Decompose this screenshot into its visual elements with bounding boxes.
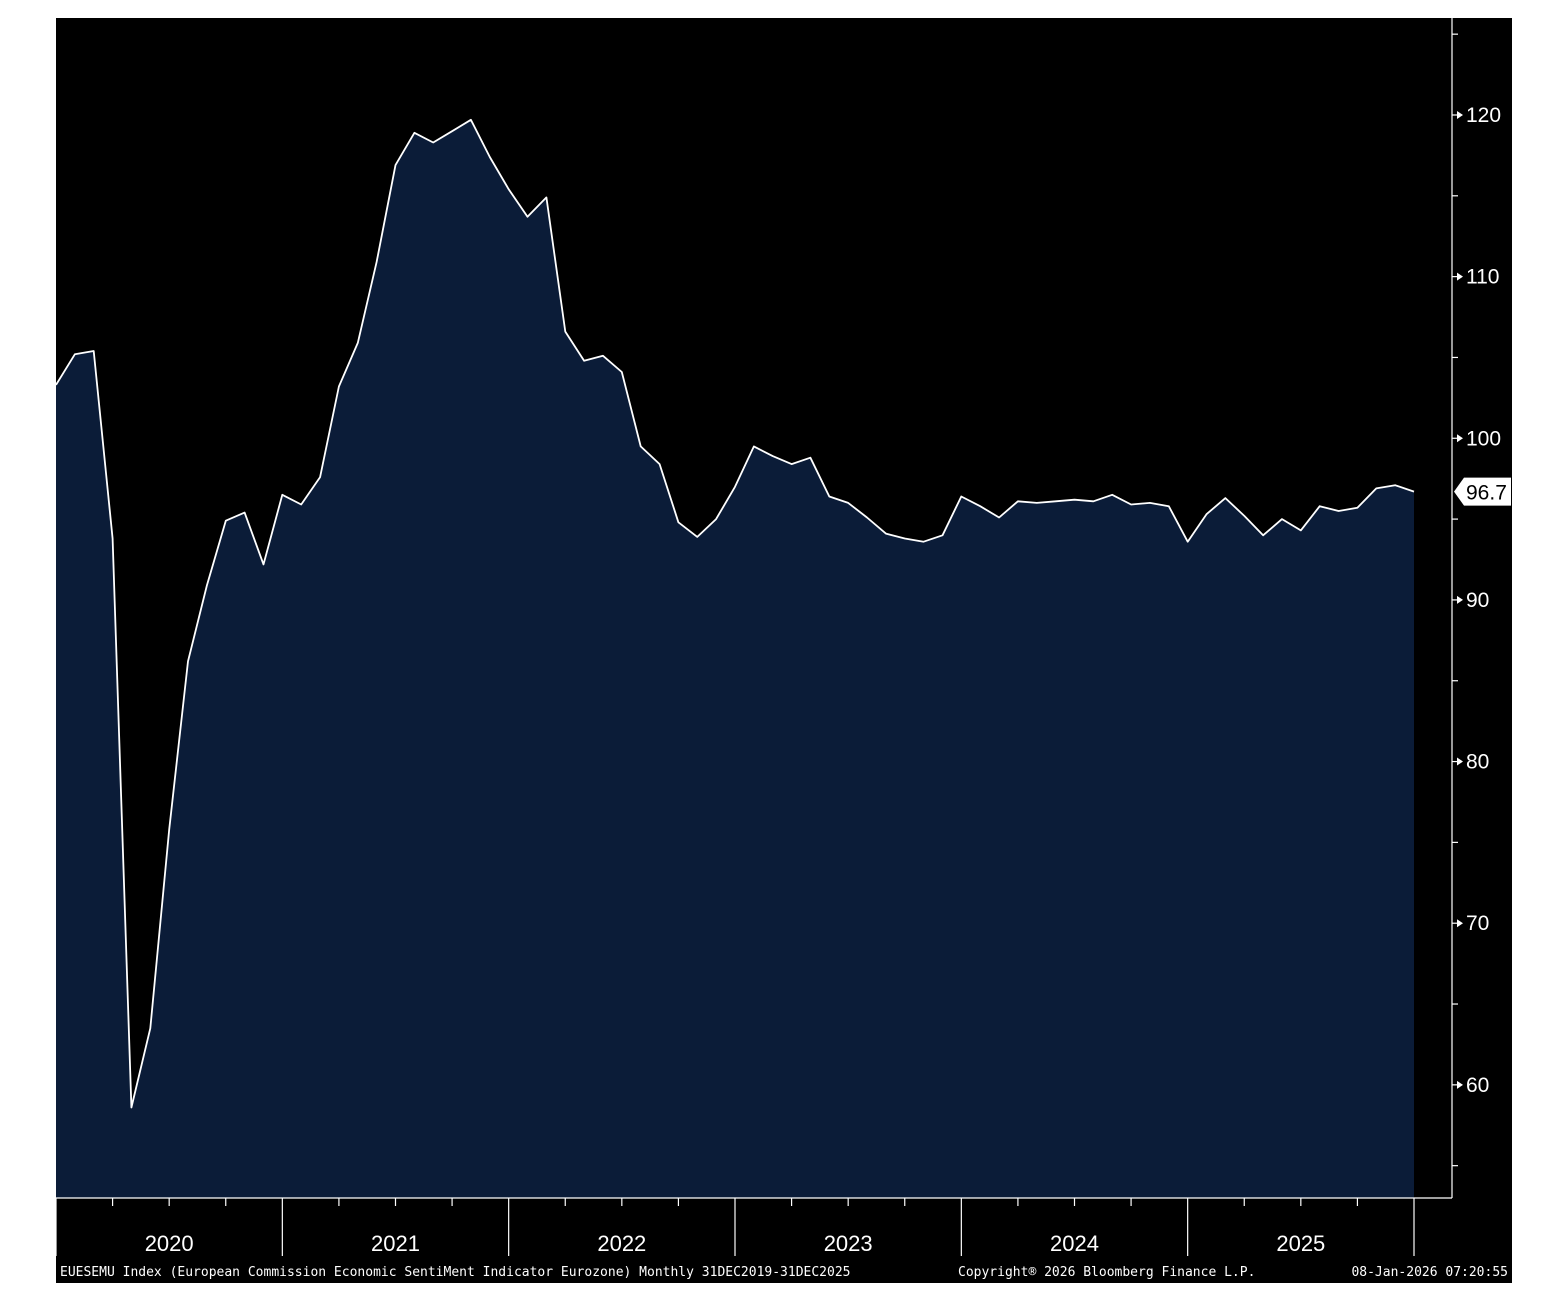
y-tick-label: 110: [1466, 266, 1499, 289]
y-tick-label: 90: [1466, 589, 1489, 612]
y-tick-arrow: [1457, 919, 1463, 928]
y-tick-label: 100: [1466, 427, 1501, 450]
y-tick-arrow: [1457, 272, 1463, 281]
y-tick-arrow: [1457, 110, 1463, 119]
footer-copyright: Copyright® 2026 Bloomberg Finance L.P.: [958, 1265, 1255, 1280]
footer-timestamp: 08-Jan-2026 07:20:55: [1351, 1265, 1508, 1280]
x-tick-label: 2020: [145, 1231, 194, 1256]
y-tick-label: 80: [1466, 751, 1489, 774]
last-value-marker: 96.7: [1454, 477, 1511, 506]
series-line: [55, 118, 1415, 1109]
y-tick-label: 70: [1466, 912, 1489, 935]
y-tick-label: 60: [1466, 1074, 1489, 1097]
series-area: [56, 119, 1414, 1198]
y-tick-arrow: [1457, 434, 1463, 443]
x-tick-label: 2023: [824, 1231, 873, 1256]
y-tick-arrow: [1457, 595, 1463, 604]
last-value-label: 96.7: [1466, 482, 1507, 505]
footer-description: EUESEMU Index (European Commission Econo…: [60, 1265, 851, 1280]
x-tick-label: 2025: [1276, 1231, 1325, 1256]
x-tick-label: 2024: [1050, 1231, 1099, 1256]
y-tick-arrow: [1457, 757, 1463, 766]
x-tick-label: 2022: [597, 1231, 646, 1256]
y-tick-label: 120: [1466, 104, 1501, 127]
y-tick-arrow: [1457, 1080, 1463, 1089]
x-axis: 2020 2021 2022 2023 2024 2025: [55, 1197, 1452, 1256]
x-tick-label: 2021: [371, 1231, 420, 1256]
last-value-tag: [1454, 477, 1511, 506]
y-axis: 60 70 80 90 100 110 120: [1451, 18, 1501, 1198]
